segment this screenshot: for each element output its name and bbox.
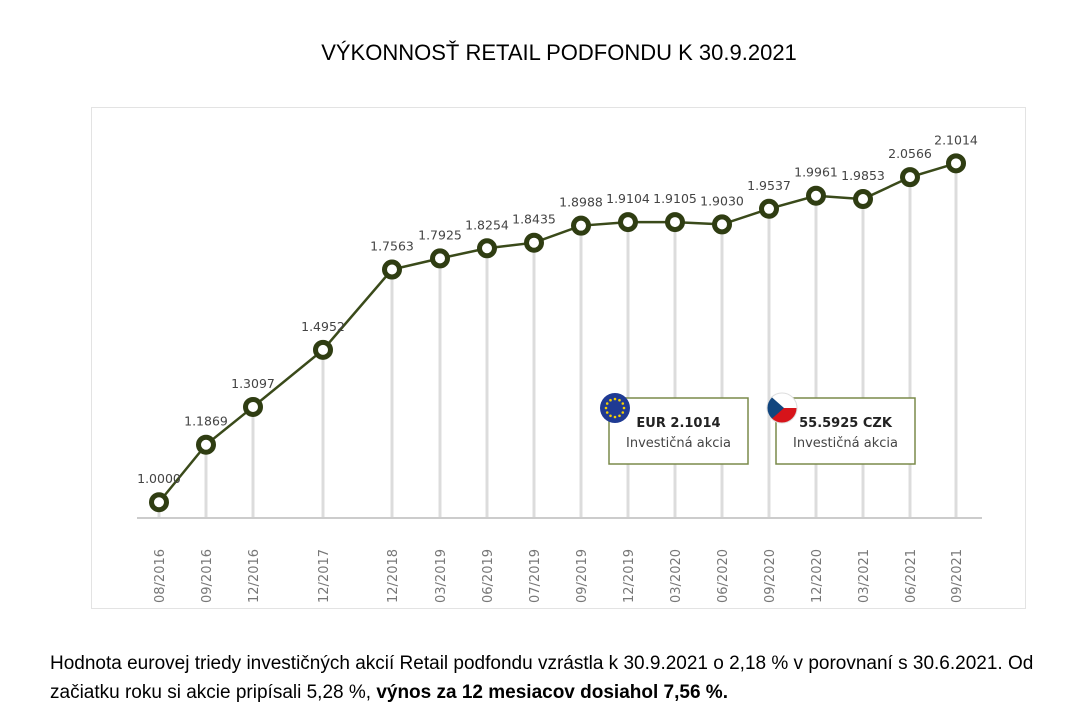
data-label: 1.9853 [841,168,885,183]
data-point [618,212,638,233]
data-point [759,198,779,219]
x-tick-label: 09/2020 [763,549,778,603]
data-label: 1.8988 [559,195,603,210]
data-label: 1.8435 [512,212,556,227]
czech-flag-icon [766,392,798,424]
data-label: 1.9105 [653,191,697,206]
data-point [665,212,685,233]
data-label: 1.7563 [370,239,414,254]
page-title: VÝKONNOSŤ RETAIL PODFONDU K 30.9.2021 [321,40,797,65]
data-label: 1.1869 [184,414,228,429]
x-tick-label: 09/2021 [950,549,965,603]
data-label: 1.0000 [137,471,181,486]
eu-flag-icon [600,393,630,423]
info-box-frame [608,397,749,465]
data-label: 1.4952 [301,319,345,334]
data-point [430,248,450,269]
data-label: 2.0566 [888,146,932,161]
data-point [900,167,920,188]
x-tick-label: 09/2019 [575,549,590,603]
data-label: 1.9961 [794,165,838,180]
x-tick-label: 06/2019 [481,549,496,603]
data-point [571,215,591,236]
data-point [524,232,544,253]
data-label: 1.9030 [700,193,744,208]
footer-text-normal: Hodnota eurovej triedy investičných akci… [50,653,1034,703]
data-point [806,185,826,206]
x-tick-label: 03/2020 [669,549,684,603]
data-label: 1.8254 [465,217,509,232]
footer-text-bold: výnos za 12 mesiacov dosiahol 7,56 %. [376,682,728,703]
data-label: 1.7925 [418,227,462,242]
info-box: EUR 2.1014 Investičná akcia [600,393,749,465]
info-box-value: 55.5925 CZK [799,416,893,431]
x-tick-label: 03/2021 [857,549,872,603]
data-point [946,153,966,174]
data-point [313,339,333,360]
data-point [712,214,732,235]
data-label: 1.9537 [747,178,791,193]
info-box-value: EUR 2.1014 [636,416,720,431]
x-tick-label: 06/2020 [716,549,731,603]
line-chart: 08/2016 09/2016 12/2016 12/2017 12/2018 03/20… [137,132,982,603]
data-point [477,238,497,259]
data-label: 1.3097 [231,376,275,391]
data-point [149,492,169,513]
x-tick-label: 09/2016 [200,549,215,603]
x-tick-label: 12/2017 [317,549,332,603]
x-tick-label: 03/2019 [434,549,449,603]
info-box-label: Investičná akcia [626,436,731,451]
data-point [196,434,216,455]
data-point [853,189,873,210]
info-box-label: Investičná akcia [793,436,898,451]
x-tick-label: 12/2020 [810,549,825,603]
chart-card: 08/2016 09/2016 12/2016 12/2017 12/2018 03/20… [91,107,1026,609]
data-label: 1.9104 [606,191,650,206]
data-label: 2.1014 [934,132,978,147]
data-point [243,396,263,417]
x-tick-label: 12/2016 [247,549,262,603]
x-tick-label: 12/2018 [386,549,401,603]
x-tick-label: 08/2016 [153,549,168,603]
x-tick-label: 06/2021 [904,549,919,603]
info-box-frame [775,397,916,465]
data-point [382,259,402,280]
footer-text: Hodnota eurovej triedy investičných akci… [50,649,1060,707]
info-box: 55.5925 CZK Investičná akcia [766,392,916,465]
x-tick-label: 07/2019 [528,549,543,603]
x-tick-label: 12/2019 [622,549,637,603]
